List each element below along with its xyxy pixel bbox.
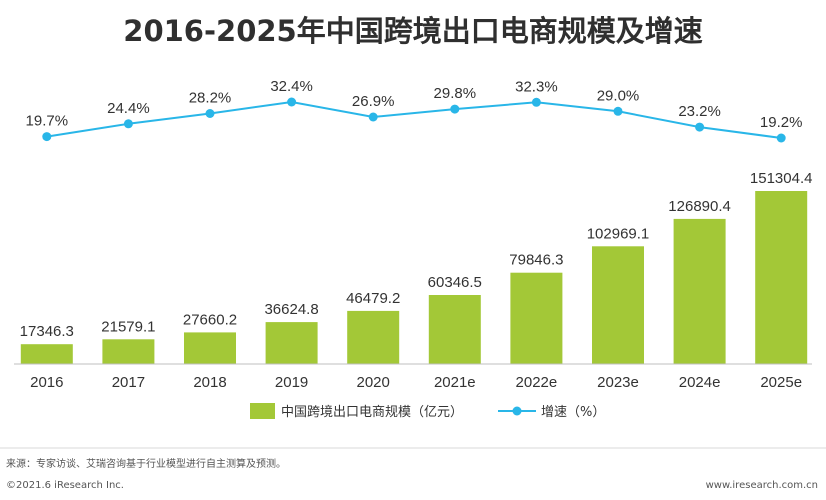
bar-2018: [184, 332, 236, 364]
growth-point-2020: [368, 112, 378, 122]
bar-value-label-2025e: 151304.4: [750, 170, 813, 187]
bar-2021e: [428, 295, 481, 364]
bar-value-label-2021e: 60346.5: [428, 274, 482, 291]
x-tick-2022e: 2022e: [516, 374, 558, 391]
bar-2019: [265, 322, 318, 364]
growth-point-2016: [42, 132, 52, 142]
bar-2024e: [673, 218, 726, 364]
growth-point-2023e: [613, 106, 623, 116]
legend-bar-label: 中国跨境出口电商规模（亿元）: [281, 405, 463, 420]
source-note: 来源：专家访谈、艾瑞咨询基于行业模型进行自主测算及预测。: [6, 457, 286, 470]
bar-2022e: [510, 272, 563, 364]
bar-labels-layer: 17346.3 21579.1 27660.2 36624.8 46479.2 60346…: [20, 170, 813, 340]
growth-labels-layer: 19.7% 24.4% 28.2% 32.4% 26.9% 29.8% 32.3% 29.0%…: [26, 78, 803, 131]
growth-label-2025e: 19.2%: [760, 114, 803, 131]
growth-label-2016: 19.7%: [26, 113, 69, 130]
x-tick-2024e: 2024e: [679, 374, 721, 391]
x-tick-2021e: 2021e: [434, 374, 476, 391]
bars-layer: [20, 191, 808, 364]
growth-point-2017: [123, 119, 133, 129]
legend: 中国跨境出口电商规模（亿元） 增速（%）: [250, 403, 605, 420]
bar-2016: [20, 344, 73, 364]
legend-line-label: 增速（%）: [541, 405, 605, 420]
bar-value-label-2020: 46479.2: [346, 290, 400, 307]
growth-point-2024e: [695, 122, 705, 132]
growth-label-2017: 24.4%: [107, 100, 150, 117]
x-tick-2016: 2016: [30, 374, 63, 391]
bar-2017: [102, 339, 155, 364]
growth-point-2021e: [450, 104, 460, 114]
chart-title: 2016-2025年中国跨境出口电商规模及增速: [123, 14, 702, 48]
growth-line: [46, 100, 782, 139]
growth-label-2022e: 32.3%: [515, 78, 558, 95]
bar-2020: [347, 310, 400, 364]
bar-value-label-2016: 17346.3: [20, 323, 74, 340]
bar-value-label-2018: 27660.2: [183, 311, 237, 328]
x-tick-2018: 2018: [193, 374, 226, 391]
legend-line-marker: [512, 406, 522, 416]
growth-label-2018: 28.2%: [189, 90, 232, 107]
x-tick-2025e: 2025e: [760, 374, 802, 391]
growth-label-2019: 32.4%: [270, 78, 313, 95]
growth-label-2024e: 23.2%: [678, 103, 721, 120]
x-tick-2017: 2017: [112, 374, 145, 391]
growth-point-2025e: [776, 133, 786, 143]
bar-value-label-2017: 21579.1: [101, 318, 155, 335]
growth-line-layer: [46, 100, 782, 139]
bar-value-label-2024e: 126890.4: [668, 198, 731, 215]
growth-point-2018: [205, 109, 215, 118]
growth-points-layer: [42, 97, 786, 143]
growth-label-2020: 26.9%: [352, 93, 395, 110]
bar-value-label-2022e: 79846.3: [509, 252, 563, 269]
legend-bar-swatch: [250, 403, 275, 419]
bar-value-label-2023e: 102969.1: [587, 225, 650, 242]
growth-point-2022e: [531, 97, 541, 107]
growth-label-2023e: 29.0%: [597, 87, 640, 104]
bar-2025e: [755, 191, 808, 364]
copyright: ©2021.6 iResearch Inc.: [6, 480, 124, 491]
x-tick-2020: 2020: [357, 374, 390, 391]
x-tick-2023e: 2023e: [597, 374, 639, 391]
growth-point-2019: [287, 97, 297, 107]
bar-value-label-2019: 36624.8: [264, 301, 318, 318]
x-tick-2019: 2019: [275, 374, 308, 391]
x-tick-labels: 2016 2017 2018 2019 2020 2021e 2022e 2023e 2024e…: [30, 374, 802, 391]
website: www.iresearch.com.cn: [706, 480, 818, 491]
growth-label-2021e: 29.8%: [434, 85, 477, 102]
bar-2023e: [592, 246, 644, 364]
